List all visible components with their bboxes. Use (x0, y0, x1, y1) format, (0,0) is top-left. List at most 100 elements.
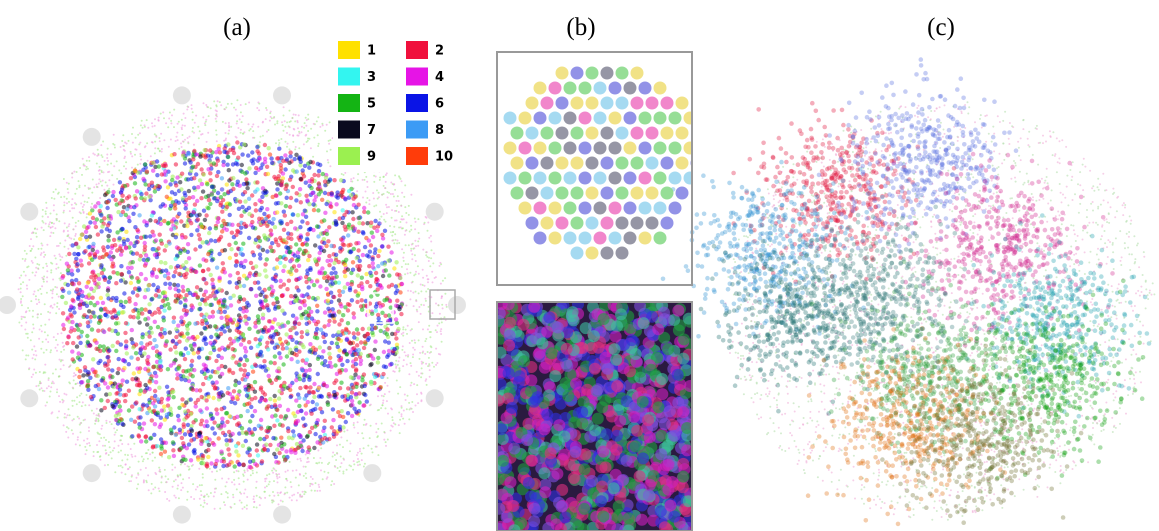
node (194, 270, 198, 274)
node (424, 222, 426, 224)
node (320, 355, 324, 359)
node (236, 120, 238, 122)
node (239, 251, 243, 255)
node (264, 480, 266, 482)
node (349, 395, 353, 399)
node (189, 221, 193, 225)
node (309, 310, 313, 314)
node (273, 480, 275, 482)
node (250, 128, 252, 130)
node (335, 275, 339, 279)
node (380, 261, 384, 265)
node (343, 174, 345, 176)
node (77, 335, 81, 339)
node (209, 461, 213, 465)
node (265, 435, 269, 439)
node (368, 250, 372, 254)
node (344, 328, 348, 332)
node (374, 271, 378, 275)
node (140, 155, 142, 157)
node (25, 322, 27, 324)
node (163, 282, 167, 286)
node (206, 493, 208, 495)
node (223, 248, 227, 252)
node (107, 160, 109, 162)
node (78, 186, 80, 188)
node (331, 282, 335, 286)
node (441, 321, 443, 323)
node (436, 331, 438, 333)
node (191, 165, 195, 169)
node (394, 304, 398, 308)
node (362, 437, 364, 439)
node (303, 209, 307, 213)
node (71, 341, 75, 345)
node (312, 395, 316, 399)
node (411, 253, 413, 255)
node (279, 163, 283, 167)
node (168, 282, 172, 286)
node (199, 484, 201, 486)
node (425, 298, 427, 300)
node (277, 396, 281, 400)
node (156, 325, 160, 329)
node (331, 418, 335, 422)
node (259, 504, 261, 506)
node (43, 229, 45, 231)
node (169, 428, 173, 432)
node (162, 308, 166, 312)
node (234, 263, 238, 267)
node (235, 140, 239, 144)
node (373, 205, 375, 207)
node (426, 275, 428, 277)
node (179, 377, 183, 381)
node (58, 253, 60, 255)
node (339, 358, 343, 362)
node (198, 137, 200, 139)
node (303, 475, 305, 477)
node (418, 375, 420, 377)
node (271, 289, 275, 293)
node (409, 342, 411, 344)
node (273, 225, 277, 229)
node (330, 314, 334, 318)
node (88, 156, 90, 158)
node (200, 494, 202, 496)
node (97, 149, 99, 151)
node (358, 264, 362, 268)
node (247, 236, 251, 240)
node (147, 127, 149, 129)
node (276, 243, 280, 247)
node (96, 163, 98, 165)
node (131, 309, 135, 313)
node (71, 400, 73, 402)
node (387, 385, 389, 387)
node (145, 170, 149, 174)
node (362, 210, 366, 214)
node (217, 436, 221, 440)
node (58, 375, 60, 377)
node (206, 141, 208, 143)
node (190, 335, 194, 339)
node (425, 380, 427, 382)
node (331, 266, 335, 270)
node (46, 244, 48, 246)
node (92, 207, 94, 209)
node (336, 196, 340, 200)
node (369, 199, 371, 201)
node (245, 402, 249, 406)
node (51, 263, 53, 265)
node (61, 399, 63, 401)
node (149, 436, 153, 440)
node (183, 313, 187, 317)
node (315, 482, 317, 484)
node (230, 223, 234, 227)
node (101, 171, 103, 173)
node (70, 238, 72, 240)
node (39, 389, 41, 391)
node (20, 302, 22, 304)
node (195, 489, 197, 491)
node (72, 405, 74, 407)
node (210, 492, 212, 494)
node (76, 268, 80, 272)
